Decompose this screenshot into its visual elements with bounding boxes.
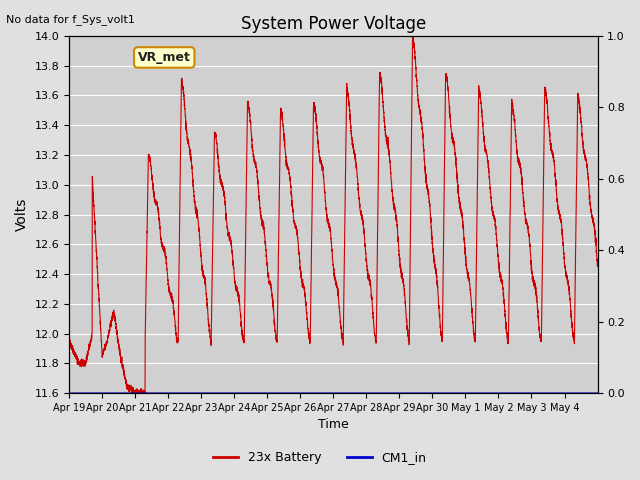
Text: No data for f_Sys_volt1: No data for f_Sys_volt1 bbox=[6, 14, 135, 25]
Legend: 23x Battery, CM1_in: 23x Battery, CM1_in bbox=[208, 446, 432, 469]
Title: System Power Voltage: System Power Voltage bbox=[241, 15, 426, 33]
X-axis label: Time: Time bbox=[318, 419, 349, 432]
Text: VR_met: VR_met bbox=[138, 51, 191, 64]
Y-axis label: Volts: Volts bbox=[15, 198, 29, 231]
